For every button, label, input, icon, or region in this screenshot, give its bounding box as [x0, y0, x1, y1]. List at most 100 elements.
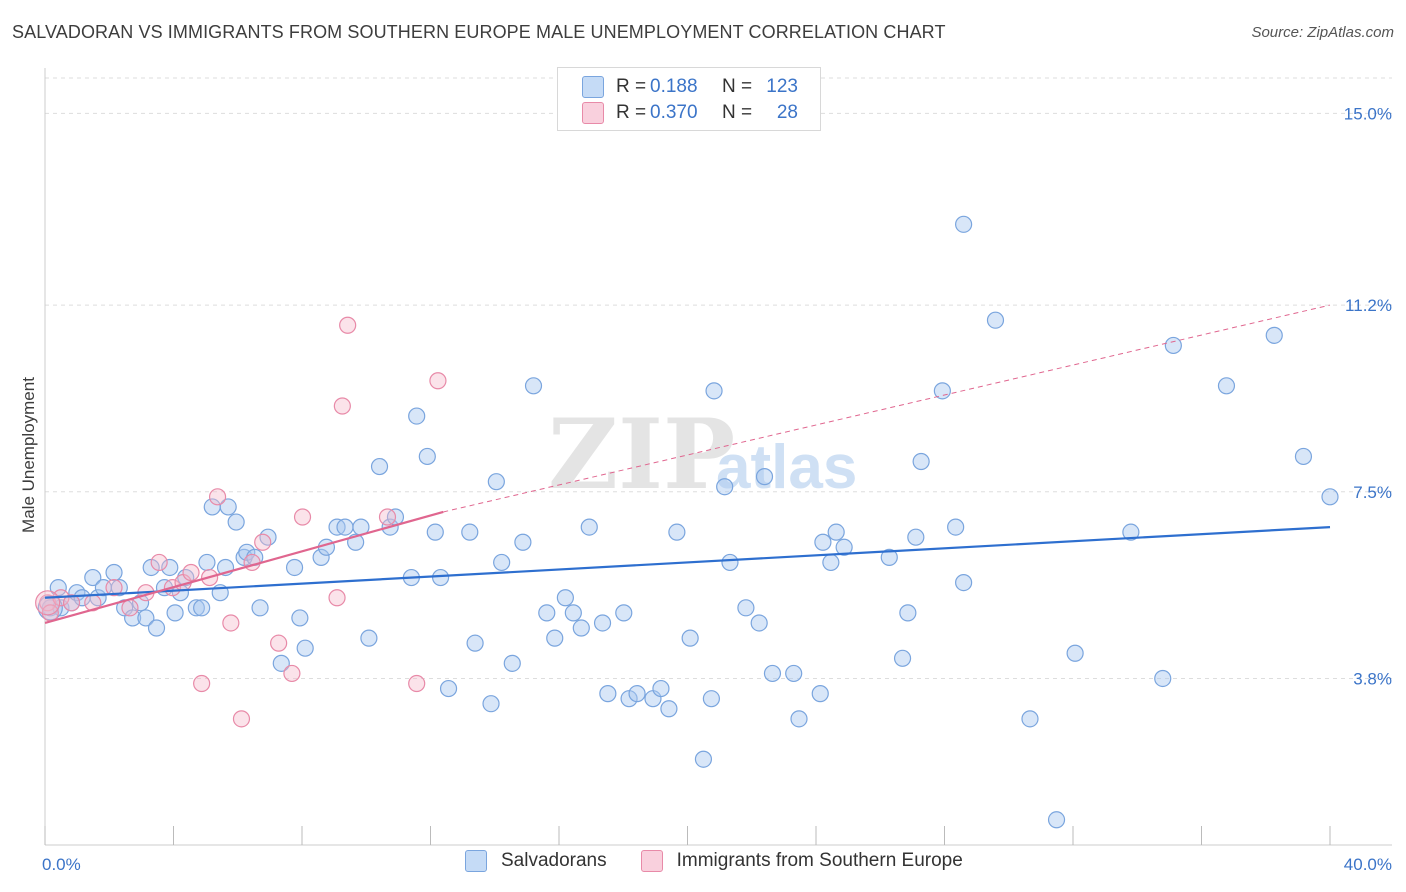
salvadoran-point: [461, 523, 479, 541]
salvadoran-point: [317, 538, 336, 556]
legend-n-value: 28: [776, 102, 798, 123]
legend-n-value: 123: [766, 76, 798, 97]
legend-r-label: R =: [616, 102, 647, 123]
legend-item-salvadorans: Salvadorans: [465, 850, 607, 872]
x-tick-label-min: 0.0%: [42, 855, 81, 874]
salvadoran-point: [408, 407, 426, 425]
source-label: Source: ZipAtlas.com: [1251, 24, 1394, 41]
legend-swatch-pink: [582, 102, 604, 124]
salvadoran-point: [652, 679, 670, 698]
salvadoran-point: [503, 654, 521, 672]
salvadoran-point: [296, 639, 314, 657]
salvadoran-point: [439, 679, 458, 698]
salvadoran-point: [219, 498, 237, 516]
salvadoran-point: [822, 553, 840, 572]
salvadoran-point: [556, 589, 574, 607]
salvadoran-point: [814, 533, 832, 551]
salvadoran-point: [487, 473, 505, 491]
immigrant-point: [232, 710, 251, 728]
salvadoran-point: [716, 478, 734, 496]
salvadoran-point: [893, 649, 912, 667]
salvadoran-point: [1047, 811, 1066, 829]
legend-swatch-blue: [582, 76, 604, 98]
immigrant-point: [270, 634, 288, 652]
salvadoran-point: [580, 518, 598, 536]
y-tick-labels: 3.8% 7.5% 11.2% 15.0%: [1344, 104, 1392, 688]
salvadoran-point: [1294, 447, 1313, 466]
y-tick-label: 15.0%: [1344, 104, 1392, 123]
salvadoran-point: [1066, 644, 1084, 662]
x-tick-labels: 0.0% 40.0%: [42, 855, 1392, 874]
salvadoran-point: [827, 523, 845, 541]
y-tick-label: 3.8%: [1353, 669, 1392, 688]
salvadoran-point: [52, 599, 70, 617]
salvadoran-point: [1021, 710, 1039, 728]
legend-r-value: 0.188: [650, 76, 698, 97]
immigrant-point: [121, 599, 139, 617]
immigrant-point: [35, 590, 61, 616]
y-axis-label: Male Unemployment: [19, 377, 38, 533]
salvadoran-point: [193, 599, 211, 617]
salvadoran-point: [482, 695, 500, 713]
salvadoran-point: [572, 619, 590, 637]
salvadoran-point: [370, 457, 389, 476]
salvadoran-point: [721, 553, 739, 572]
salvadoran-point: [737, 599, 755, 617]
salvadoran-point: [251, 599, 269, 617]
trend-line-salvadorans: [44, 526, 1331, 599]
salvadoran-point: [493, 553, 511, 572]
immigrant-point: [243, 553, 261, 572]
salvadoran-point: [312, 548, 330, 566]
salvadoran-point: [702, 690, 720, 708]
salvadoran-point: [49, 579, 67, 597]
salvadoran-point: [166, 604, 184, 622]
salvadoran-point: [628, 685, 646, 703]
immigrant-point: [283, 664, 301, 683]
salvadoran-point: [899, 604, 917, 622]
salvadoran-point: [1154, 669, 1172, 688]
salvadoran-point: [418, 447, 436, 466]
immigrant-point: [293, 508, 312, 526]
series-legend: Salvadorans Immigrants from Southern Eur…: [465, 850, 997, 872]
immigrant-point: [105, 579, 123, 597]
y-tick-label: 7.5%: [1353, 483, 1392, 502]
salvadoran-point: [660, 700, 678, 718]
salvadoran-point: [755, 468, 774, 486]
salvadoran-point: [907, 528, 925, 546]
salvadoran-point: [514, 533, 532, 551]
legend-swatch-blue: [465, 850, 487, 872]
salvadoran-point: [431, 568, 450, 587]
immigrant-point: [339, 316, 357, 334]
salvadoran-point: [668, 523, 686, 541]
legend-n-label: N =: [722, 76, 753, 97]
legend-n-label: N =: [722, 102, 753, 123]
salvadoran-point: [811, 685, 829, 703]
salvadoran-point: [336, 518, 354, 536]
trend-extension-immigrants: [443, 304, 1331, 513]
salvadoran-point: [285, 558, 304, 577]
axes: [44, 68, 1392, 846]
watermark-zip: ZIP: [548, 398, 735, 511]
trend-line-immigrants: [44, 510, 444, 625]
trend-lines: [44, 304, 1331, 625]
immigrant-point: [408, 674, 426, 693]
salvadoran-point: [785, 664, 803, 683]
y-tick-label: 11.2%: [1345, 296, 1392, 315]
salvadoran-point: [1164, 336, 1182, 355]
immigrant-point: [193, 674, 211, 693]
salvadoran-point: [546, 629, 564, 647]
immigrant-point: [222, 614, 240, 632]
salvadoran-point: [466, 634, 484, 652]
immigrant-point: [429, 372, 447, 390]
salvadoran-point: [1265, 326, 1283, 344]
salvadoran-point: [599, 685, 617, 703]
immigrant-point: [333, 397, 351, 415]
salvadoran-point: [524, 377, 543, 395]
immigrant-point: [254, 533, 272, 551]
immigrant-point: [208, 488, 227, 506]
salvadoran-point: [912, 452, 930, 471]
legend-r-label: R =: [616, 76, 647, 97]
legend-row-salvadorans: R = 0.188 N = 123: [582, 75, 798, 99]
salvadoran-point: [147, 619, 166, 637]
